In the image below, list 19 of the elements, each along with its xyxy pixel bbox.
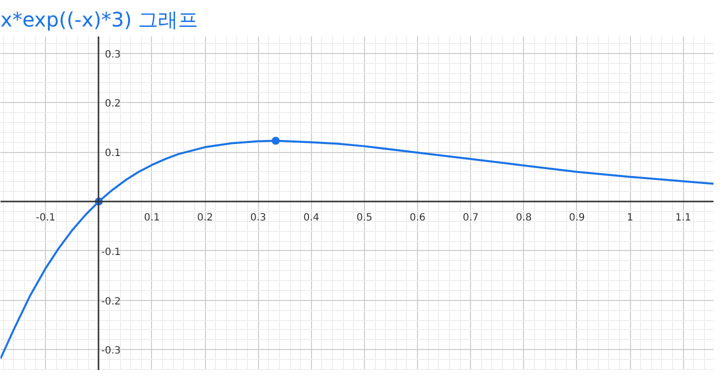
y-tick-label: 0.3	[104, 49, 121, 60]
chart-title: x*exp((-x)*3) 그래프	[0, 8, 198, 32]
x-tick-label: 0.8	[516, 212, 532, 224]
x-tick-label: 0.5	[356, 212, 372, 224]
y-tick-label: -0.3	[101, 346, 121, 357]
x-tick-label: 1	[626, 212, 634, 224]
x-tick-label: 0.4	[303, 212, 320, 224]
x-tick-label: 1.1	[675, 212, 692, 224]
y-tick-label: -0.2	[101, 296, 121, 308]
y-tick-label: -0.1	[101, 246, 121, 258]
x-tick-label: 0.6	[410, 212, 426, 224]
x-tick-label: 0.7	[462, 212, 479, 224]
x-tick-label: -0.1	[36, 212, 56, 224]
y-tick-label: 0.2	[104, 98, 121, 110]
x-tick-label: 0.1	[144, 212, 160, 224]
x-tick-label: 0.3	[250, 212, 266, 224]
y-tick-label: 0.1	[104, 148, 121, 160]
x-tick-label: 0.9	[569, 212, 585, 224]
x-tick-label: 0.2	[197, 212, 214, 224]
